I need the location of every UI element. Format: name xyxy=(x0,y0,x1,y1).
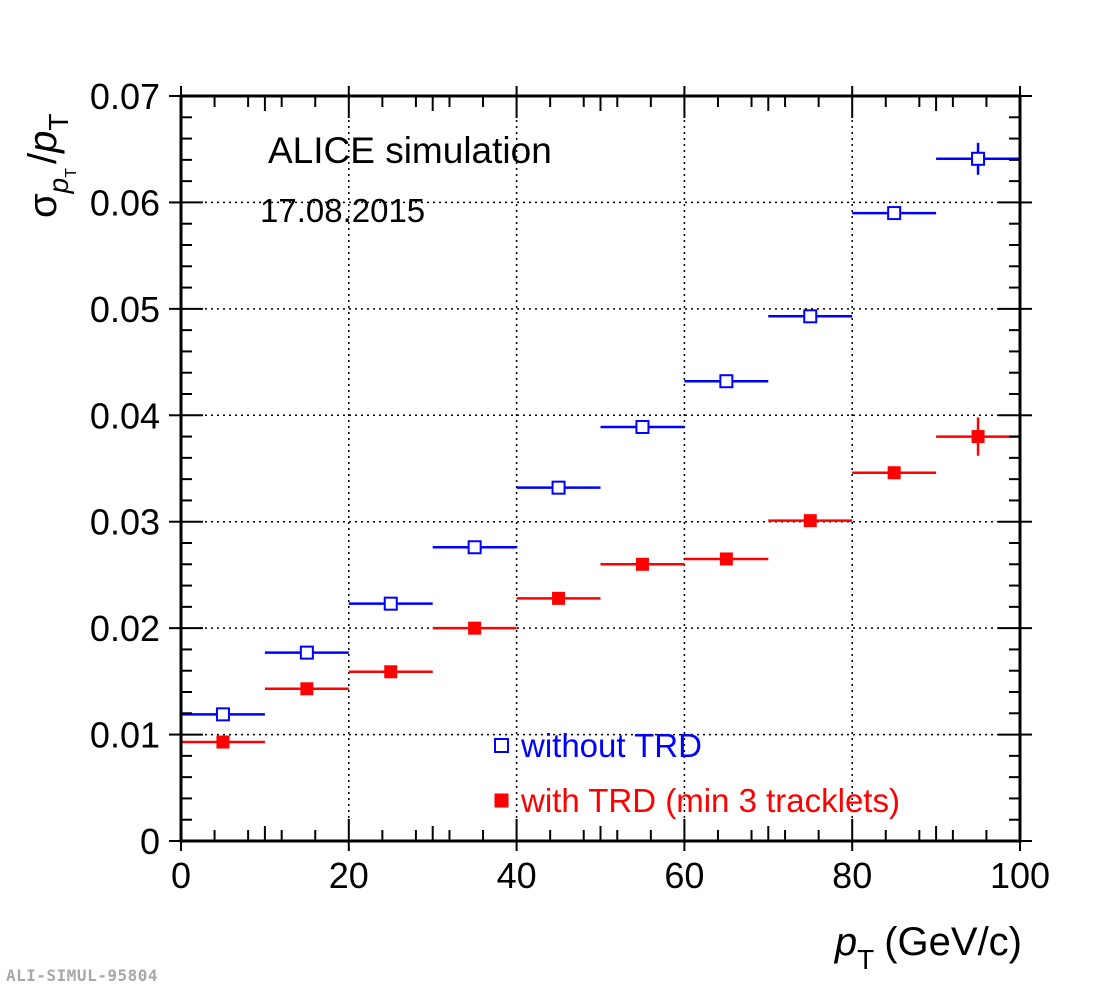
y-tick-label-0.07: 0.07 xyxy=(90,76,160,117)
data-point xyxy=(468,621,482,635)
x-tick-label-20: 20 xyxy=(329,855,369,896)
legend-label-without-trd: without TRD xyxy=(520,727,702,764)
data-series xyxy=(181,142,1020,749)
y-title-slash: / xyxy=(21,152,65,164)
data-point xyxy=(635,557,649,571)
data-point xyxy=(467,540,482,555)
data-point xyxy=(551,480,566,495)
data-point xyxy=(887,206,902,221)
x-tick-label-0: 0 xyxy=(171,855,191,896)
tick-labels: 0 20 40 60 80 100 0 0.01 0.02 0.03 0.04 0.05 0.06 0.0… xyxy=(90,76,1050,896)
y-tick-label-0.01: 0.01 xyxy=(90,715,160,756)
data-point xyxy=(299,645,314,660)
data-point xyxy=(300,682,314,696)
x-tick-label-60: 60 xyxy=(664,855,704,896)
data-point xyxy=(803,514,817,528)
data-point xyxy=(552,591,566,605)
x-title-symbol: p xyxy=(834,920,857,964)
legend-marker-with-trd xyxy=(494,793,509,808)
data-point xyxy=(215,707,230,722)
y-tick-label-0.04: 0.04 xyxy=(90,395,160,436)
legend: without TRD with TRD (min 3 tracklets) xyxy=(494,727,900,819)
data-point xyxy=(971,430,985,444)
y-tick-label-0.05: 0.05 xyxy=(90,289,160,330)
axis-ticks xyxy=(169,86,1032,851)
data-point xyxy=(719,374,734,389)
figure-id-label: ALI-SIMUL-95804 xyxy=(6,966,158,985)
y-title-sub-t: T xyxy=(63,168,80,178)
x-axis-title: pT (GeV/c) xyxy=(834,920,1022,975)
y-axis-title: σpT/pT xyxy=(21,113,80,218)
series-without-trd xyxy=(181,142,1020,722)
y-title-sigma: σ xyxy=(21,193,65,218)
data-point xyxy=(971,151,986,166)
data-point xyxy=(887,466,901,480)
x-tick-label-40: 40 xyxy=(497,855,537,896)
x-tick-label-100: 100 xyxy=(990,855,1050,896)
data-point xyxy=(384,665,398,679)
x-title-subscript: T xyxy=(857,944,874,975)
legend-marker-without-trd xyxy=(494,738,509,753)
data-point xyxy=(803,309,818,324)
data-point xyxy=(635,419,650,434)
y-tick-label-0.02: 0.02 xyxy=(90,608,160,649)
data-point xyxy=(719,552,733,566)
grid xyxy=(181,96,1020,841)
annotation-experiment: ALICE simulation xyxy=(268,130,552,171)
x-tick-label-80: 80 xyxy=(832,855,872,896)
series-with-trd-min-3-tracklets- xyxy=(181,417,1020,749)
legend-label-with-trd: with TRD (min 3 tracklets) xyxy=(520,782,900,819)
data-point xyxy=(216,735,230,749)
y-tick-label-0.03: 0.03 xyxy=(90,502,160,543)
annotation-date: 17.08.2015 xyxy=(260,192,425,229)
data-point xyxy=(383,596,398,611)
y-tick-label-0.06: 0.06 xyxy=(90,182,160,223)
y-title-t: T xyxy=(43,113,74,130)
x-title-unit: (GeV/c) xyxy=(884,920,1022,964)
y-tick-label-0: 0 xyxy=(140,821,160,862)
y-title-p: p xyxy=(21,131,65,154)
y-title-sub-p: p xyxy=(43,178,74,195)
